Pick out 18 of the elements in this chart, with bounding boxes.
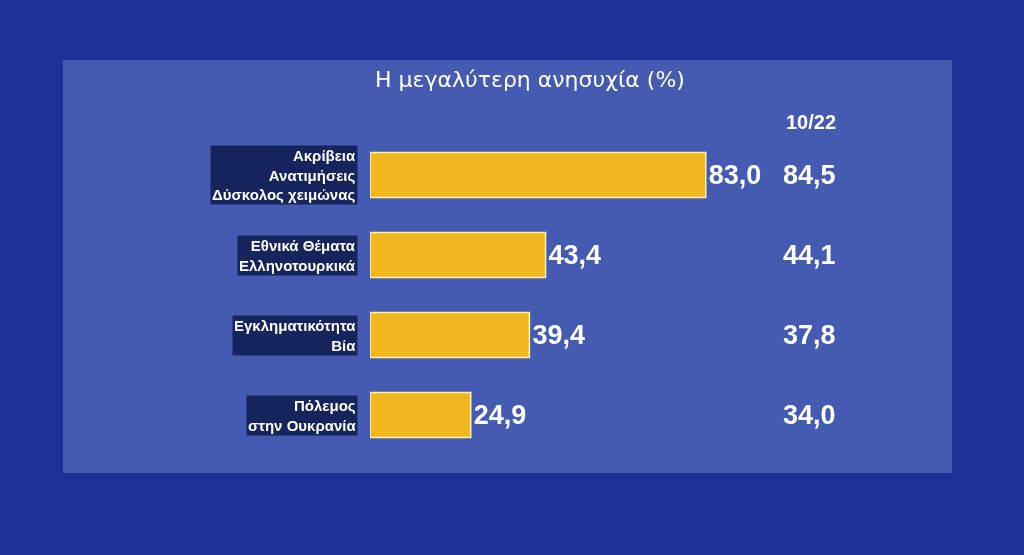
y-tick-label: Ακρίβεια Ανατιμήσεις Δύσκολος χειμώνας xyxy=(212,147,357,203)
bar xyxy=(370,311,531,359)
y-tick-label: Εγκληματικότητα Βία xyxy=(234,317,357,354)
bar xyxy=(370,391,472,439)
data-label: 24,9 xyxy=(473,400,527,430)
y-tick-label: Εθνικά Θέματα Ελληνοτουρκικά xyxy=(239,237,356,274)
y-tick-label: Πόλεμος στην Ουκρανία xyxy=(248,397,357,434)
data-label: 83,0 xyxy=(708,160,762,190)
text: 44,1 xyxy=(783,240,836,270)
bar xyxy=(370,231,547,279)
text: 84,5 xyxy=(783,160,836,190)
text: 37,8 xyxy=(783,320,836,350)
bar xyxy=(370,151,707,199)
chart-title: Η μεγαλύτερη ανησυχία (%) xyxy=(375,67,685,93)
data-label: 43,4 xyxy=(548,240,602,270)
text: 10/22 xyxy=(786,111,837,133)
text: 34,0 xyxy=(783,400,836,430)
data-label: 39,4 xyxy=(532,320,585,350)
